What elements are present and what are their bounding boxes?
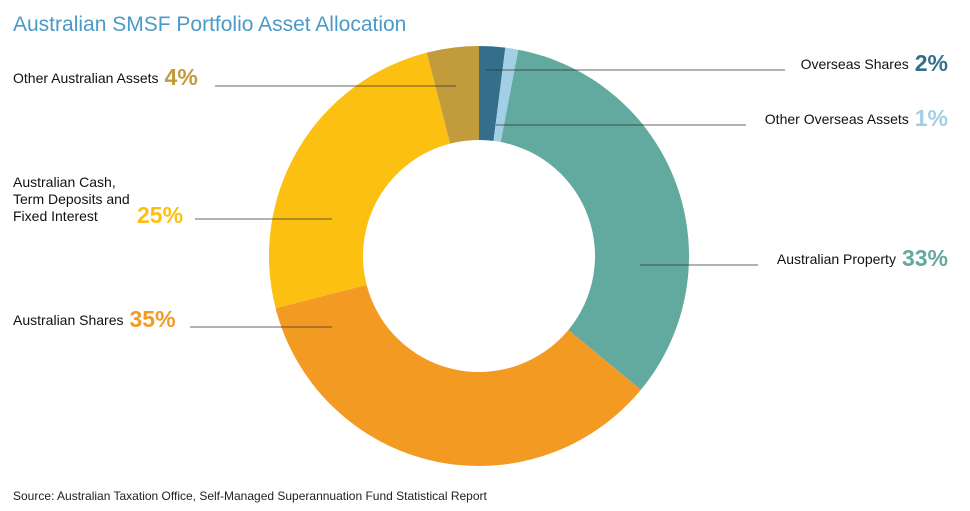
label-value: 4% <box>164 64 198 90</box>
label-overseas-shares: Overseas Shares 2% <box>800 52 948 75</box>
label-value: 25% <box>137 202 184 228</box>
slice-other-australian-assets <box>426 46 479 144</box>
label-text: Australian Property <box>776 251 896 267</box>
label-value: 2% <box>914 50 948 76</box>
label-text: Other Overseas Assets <box>764 111 909 127</box>
label-australian-property: Australian Property 33% <box>776 247 948 270</box>
label-text: Australian Shares <box>13 312 124 328</box>
label-other-overseas-assets: Other Overseas Assets 1% <box>764 107 948 130</box>
label-value: 35% <box>129 306 176 332</box>
label-text: Overseas Shares <box>800 56 909 72</box>
source-note: Source: Australian Taxation Office, Self… <box>13 489 487 503</box>
label-text: Other Australian Assets <box>13 70 159 86</box>
chart-title: Australian SMSF Portfolio Asset Allocati… <box>13 13 407 36</box>
label-other-australian-assets: Other Australian Assets 4% <box>13 66 198 89</box>
label-value: 1% <box>914 105 948 131</box>
slice-australian-cash-term-deposits-and-fixed-interest <box>269 52 451 309</box>
slice-australian-shares <box>275 284 641 467</box>
label-australian-shares: Australian Shares 35% <box>13 308 176 331</box>
slice-australian-property <box>500 49 689 390</box>
label-value: 33% <box>901 245 948 271</box>
slice-other-overseas-assets <box>493 47 519 143</box>
label-text: Australian Cash, Term Deposits and Fixed… <box>13 174 130 224</box>
label-australian-cash: Australian Cash, Term Deposits and Fixed… <box>13 174 203 228</box>
